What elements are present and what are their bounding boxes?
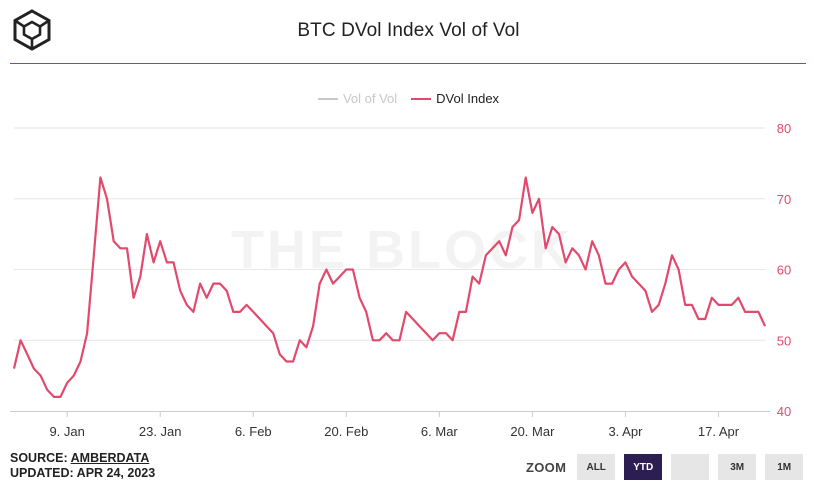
x-tick-label: 6. Mar <box>421 424 459 439</box>
header-divider <box>10 63 806 64</box>
y-tick-label-50: 50 <box>777 333 791 348</box>
legend-swatch-dvol-index <box>411 97 432 100</box>
x-tick-label: 6. Feb <box>235 424 272 439</box>
legend-swatch-vol-of-vol <box>317 97 338 100</box>
legend-label-dvol-index: DVol Index <box>436 91 500 106</box>
zoom-all-button[interactable]: ALL <box>577 454 616 480</box>
x-tick-label: 17. Apr <box>698 424 740 439</box>
chart-legend: Vol of Vol DVol Index <box>0 91 817 106</box>
y-tick-label-40: 40 <box>777 404 791 419</box>
zoom-label: ZOOM <box>526 459 567 475</box>
gridlines <box>14 127 765 341</box>
zoom-ytd-button[interactable]: YTD <box>624 454 663 480</box>
zoom-controls: ZOOM ALL YTD 3M 1M <box>526 454 812 480</box>
source-block: SOURCE: AMBERDATA UPDATED: APR 24, 2023 <box>10 451 155 481</box>
cube-logo-icon <box>13 9 51 51</box>
zoom-3m-button[interactable]: 3M <box>718 454 757 480</box>
zoom-1m-button[interactable]: 1M <box>765 454 804 480</box>
zoom-blank-button[interactable] <box>671 454 710 480</box>
chart-title: BTC DVol Index Vol of Vol <box>297 20 520 41</box>
x-tick-label: 23. Jan <box>139 424 182 439</box>
dvol-line-chart[interactable]: THE BLOCK 40 50 60 70 80 9. Jan 23. Jan 6. Feb… <box>0 110 817 440</box>
source-link[interactable]: AMBERDATA <box>70 451 150 465</box>
y-axis-ticks: 40 50 60 70 80 <box>777 121 791 419</box>
x-axis-ticks: 9. Jan 23. Jan 6. Feb 20. Feb 6. Mar 20. Mar 3… <box>49 411 740 439</box>
y-tick-label-80: 80 <box>777 121 791 136</box>
y-tick-label-70: 70 <box>777 192 791 207</box>
updated-line: UPDATED: APR 24, 2023 <box>10 466 156 480</box>
series-line-dvol-index[interactable] <box>12 176 766 398</box>
x-tick-label: 3. Apr <box>608 424 643 439</box>
x-tick-label: 20. Feb <box>324 424 368 439</box>
x-tick-label: 9. Jan <box>49 424 84 439</box>
source-line: SOURCE: AMBERDATA <box>10 451 155 466</box>
legend-item-vol-of-vol[interactable]: Vol of Vol <box>317 91 398 106</box>
legend-label-vol-of-vol: Vol of Vol <box>342 91 398 106</box>
source-prefix: SOURCE: <box>10 451 71 465</box>
y-tick-label-60: 60 <box>777 263 791 278</box>
x-tick-label: 20. Mar <box>510 424 555 439</box>
legend-item-dvol-index[interactable]: DVol Index <box>411 91 499 106</box>
watermark-text: THE BLOCK <box>231 220 573 280</box>
